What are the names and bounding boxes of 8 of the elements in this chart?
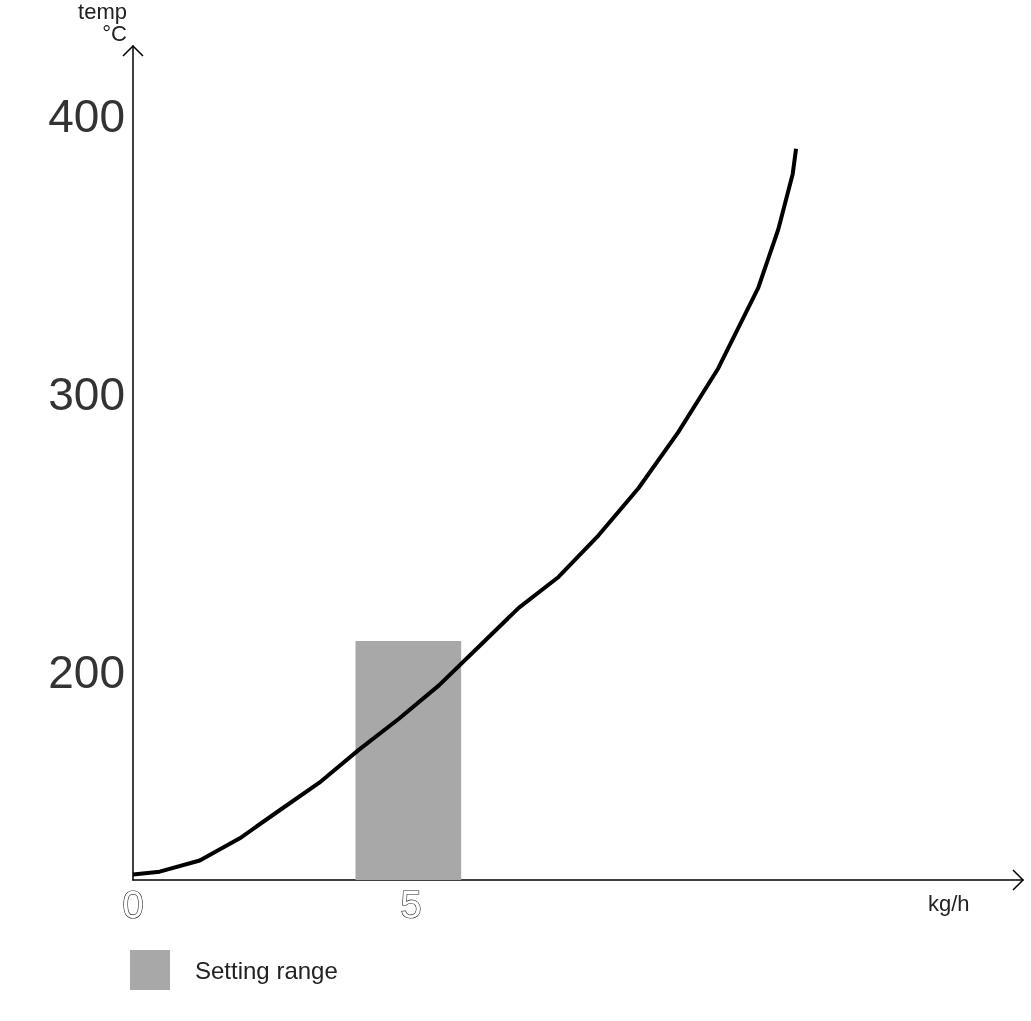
y-axis-title: temp °C: [78, 0, 128, 46]
x-tick-label: 5: [400, 884, 422, 926]
y-tick-label: 400: [48, 89, 125, 142]
y-tick-label: 200: [48, 645, 125, 698]
x-axis-title: kg/h: [928, 890, 970, 916]
legend-label: Setting range: [195, 956, 338, 984]
x-tick-label: 0: [122, 884, 144, 926]
y-tick-label: 300: [48, 367, 125, 420]
